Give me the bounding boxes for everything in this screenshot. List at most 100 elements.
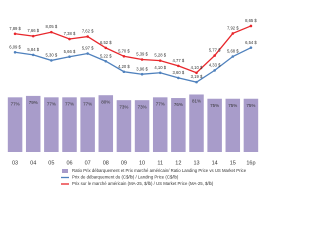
- point: [68, 55, 71, 59]
- bar: [207, 98, 222, 152]
- point: [31, 53, 35, 57]
- point-label: 5,70 $: [118, 48, 130, 53]
- point: [86, 35, 89, 38]
- bar-label: 75%: [210, 103, 219, 108]
- point-label: 4,10 $: [154, 65, 166, 70]
- point: [195, 71, 198, 75]
- bar: [25, 95, 41, 152]
- point: [68, 37, 71, 41]
- x-tick-label: 12: [175, 160, 181, 166]
- point-label: 7,66 $: [27, 28, 39, 33]
- x-tick-label: 09: [121, 160, 127, 166]
- bar: [80, 97, 95, 152]
- x-tick-label: 16p: [246, 160, 255, 166]
- bar-label: 77%: [47, 102, 56, 107]
- legend-label: Prix sur le marché américain (MA-25, $/l…: [72, 181, 214, 186]
- point: [231, 55, 235, 58]
- point-label: 7,62 $: [82, 29, 94, 34]
- chart: 03 04 05 06 07 08 09 10 11 12 13 14 15 16p 77% 79% 77% 77…: [0, 0, 264, 191]
- point: [122, 70, 126, 74]
- bar-label: 77%: [83, 102, 92, 107]
- point: [13, 32, 17, 36]
- point-label: 4,20 $: [118, 64, 130, 69]
- point: [122, 55, 126, 58]
- point-label: 5,66 $: [64, 49, 76, 54]
- bar-label: 75%: [228, 103, 237, 108]
- point: [140, 58, 144, 61]
- bar-label: 81%: [192, 99, 201, 104]
- bar: [44, 97, 59, 152]
- point-label: 5,30 $: [46, 53, 58, 58]
- point: [31, 34, 35, 38]
- x-tick-label: 03: [12, 160, 18, 166]
- legend-label: Prix de débarquement du (C$/lb) / Landin…: [72, 175, 179, 180]
- point: [177, 76, 180, 80]
- point-label: 7,89 $: [9, 26, 21, 31]
- point-label: 5,97 $: [82, 46, 94, 51]
- point: [13, 50, 17, 54]
- point-label: 7,92 $: [227, 26, 239, 31]
- point-label: 6,54 $: [245, 40, 257, 45]
- bar-label: 73%: [119, 104, 128, 109]
- x-tick-label: 15: [230, 160, 236, 166]
- bar: [62, 97, 77, 152]
- bar: [98, 95, 114, 152]
- point-label: 6,09 $: [9, 44, 21, 49]
- point-label: 4,10 $: [191, 65, 203, 70]
- x-tick-label: 08: [103, 160, 109, 166]
- x-tick-label: 05: [48, 160, 54, 166]
- x-tick-label: 10: [139, 160, 145, 166]
- x-tick-label: 04: [30, 160, 36, 166]
- x-tick-label: 06: [66, 160, 72, 166]
- point-label: 5,68 $: [227, 49, 239, 54]
- bar: [189, 94, 204, 152]
- bar-label: 79%: [29, 100, 38, 105]
- bar-label: 76%: [174, 102, 183, 107]
- point-label: 5,22 $: [100, 53, 112, 58]
- bar: [225, 98, 241, 152]
- point: [158, 59, 162, 62]
- point: [177, 64, 180, 68]
- bar: [116, 100, 132, 152]
- bar: [134, 100, 150, 152]
- point: [50, 59, 53, 62]
- bar: [171, 98, 186, 152]
- x-tick-label: 13: [193, 160, 199, 166]
- x-tick-label: 14: [212, 160, 218, 166]
- point-label: 8,65 $: [245, 18, 257, 23]
- point-label: 3,60 $: [173, 70, 185, 75]
- point-label: 7,38 $: [64, 31, 76, 36]
- point-label: 5,28 $: [154, 53, 166, 58]
- bar-label: 75%: [246, 103, 255, 108]
- point: [140, 72, 144, 76]
- point-label: 5,84 $: [27, 47, 39, 52]
- point: [213, 69, 216, 72]
- bar: [152, 97, 168, 152]
- point: [158, 71, 162, 75]
- point: [195, 80, 198, 84]
- point: [249, 46, 253, 49]
- point: [249, 24, 253, 28]
- line: [14, 25, 252, 74]
- point: [50, 30, 53, 34]
- point: [104, 59, 108, 63]
- point-label: 3,96 $: [136, 66, 148, 71]
- bar-label: 77%: [65, 102, 74, 107]
- point-label: 8,05 $: [46, 24, 58, 29]
- point-label: 5,39 $: [136, 52, 148, 57]
- point: [86, 52, 89, 55]
- x-tick-label: 11: [157, 160, 163, 166]
- point-label: 3,19 $: [191, 74, 203, 79]
- point: [104, 46, 108, 50]
- point-label: 4,77 $: [173, 58, 185, 63]
- bar: [243, 98, 259, 152]
- point: [213, 54, 216, 57]
- x-tick-label: 07: [85, 160, 91, 166]
- bar-label: 77%: [156, 102, 165, 107]
- background: [0, 0, 264, 191]
- bar-label: 80%: [101, 99, 110, 104]
- line: [14, 47, 252, 83]
- legend-swatch: [62, 169, 68, 173]
- point-label: 4,33 $: [209, 63, 221, 68]
- bar-label: 77%: [11, 102, 20, 107]
